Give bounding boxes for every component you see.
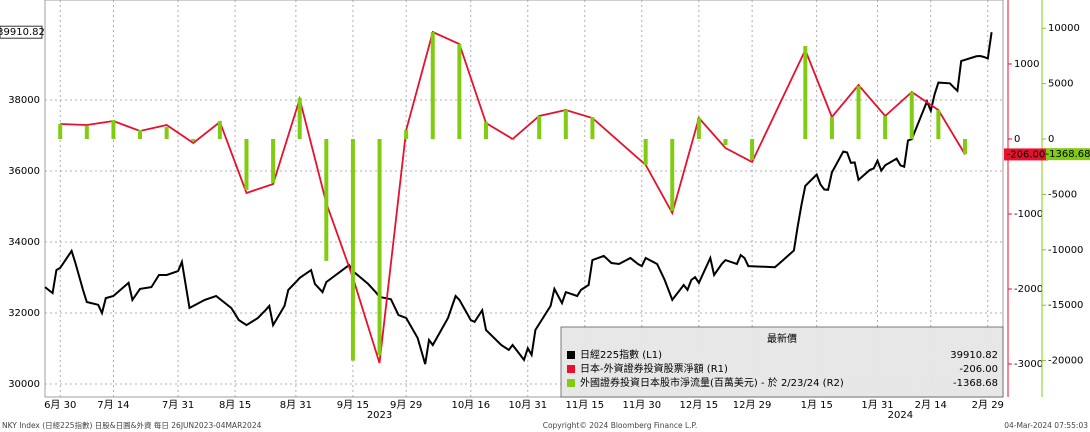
- bar: [217, 121, 222, 139]
- last-value-tag: [1004, 148, 1048, 161]
- x-tick-label: 2月 29: [972, 399, 1004, 411]
- y-tick-label: 32000: [8, 308, 40, 319]
- bar: [457, 44, 462, 139]
- line: [44, 32, 993, 365]
- bar: [510, 138, 515, 141]
- legend-value: -206.00: [959, 364, 998, 375]
- footer-right: 04-Mar-2024 07:55:03: [1004, 421, 1088, 430]
- bar: [138, 130, 143, 139]
- bar: [191, 138, 196, 141]
- x-tick-label: 6月 30: [44, 399, 76, 411]
- bar: [244, 138, 249, 190]
- bar: [909, 92, 914, 139]
- bar: [483, 122, 488, 139]
- bar: [377, 138, 382, 356]
- last-value-label: -206.00: [1007, 149, 1046, 160]
- x-tick-label: 12月 29: [733, 399, 772, 411]
- bar: [324, 138, 329, 261]
- bar: [883, 116, 888, 139]
- x-tick-label: 9月 15: [337, 399, 369, 411]
- legend-label: 外國證券投資日本股市淨流量(百萬美元) - 於 2/23/24 (R2): [580, 376, 844, 389]
- bar: [430, 32, 435, 139]
- legend: [560, 326, 1004, 398]
- last-value-label: -1368.68: [1046, 149, 1090, 160]
- x-tick-label: 10月 16: [451, 399, 490, 411]
- footer-center: Copyright© 2024 Bloomberg Finance L.P.: [543, 421, 698, 430]
- y-tick-label: 38000: [8, 95, 40, 106]
- y3-tick-label: -5000: [1048, 189, 1077, 200]
- bar: [803, 46, 808, 139]
- bar: [111, 120, 116, 139]
- x-tick-label: 2月 14: [915, 399, 947, 411]
- y-tick-label: 30000: [8, 379, 40, 390]
- bar: [297, 98, 302, 139]
- bar: [58, 124, 63, 139]
- bar: [563, 109, 568, 139]
- bar: [404, 130, 409, 139]
- legend-swatch: [567, 365, 575, 373]
- bar: [643, 138, 648, 166]
- bar: [962, 138, 967, 155]
- bar: [350, 138, 355, 361]
- legend-value: 39910.82: [950, 350, 998, 361]
- y2-tick-label: 0: [1014, 134, 1020, 145]
- bar: [696, 117, 701, 139]
- x-tick-label: 10月 31: [508, 399, 547, 411]
- y-tick-label: 34000: [8, 237, 40, 248]
- last-value-tag: [0, 25, 43, 39]
- year-label: 2024: [888, 410, 913, 421]
- legend-swatch: [567, 351, 575, 359]
- last-value-label: 39910.82: [0, 27, 45, 38]
- bar: [829, 117, 834, 139]
- bar: [537, 116, 542, 139]
- bar: [271, 138, 276, 183]
- x-tick-label: 7月 31: [162, 399, 194, 411]
- y3-tick-label: -15000: [1048, 300, 1083, 311]
- bar: [723, 138, 728, 145]
- x-tick-label: 11月 30: [623, 399, 662, 411]
- x-tick-label: 12月 15: [680, 399, 719, 411]
- bar: [670, 138, 675, 212]
- x-tick-label: 1月 31: [861, 399, 893, 411]
- legend-label: 日經225指數 (L1): [580, 348, 662, 361]
- year-label: 2023: [367, 410, 392, 421]
- bar: [856, 86, 861, 139]
- y-tick-label: 36000: [8, 166, 40, 177]
- y2-tick-label: -3000: [1014, 359, 1043, 370]
- last-value-tag: [1046, 148, 1090, 161]
- legend-swatch: [567, 379, 575, 387]
- legend-label: 日本-外資證券投資股票淨額 (R1): [580, 362, 728, 375]
- x-tick-label: 8月 31: [280, 399, 312, 411]
- bar: [936, 109, 941, 139]
- y2-tick-label: 1000: [1014, 59, 1039, 70]
- y2-tick-label: -1000: [1014, 209, 1043, 220]
- x-tick-label: 8月 15: [219, 399, 251, 411]
- bar: [164, 127, 169, 139]
- footer-left: NKY Index (日經225指數) 日股&日圓&外資 每日 26JUN202…: [2, 420, 262, 430]
- bar: [590, 117, 595, 139]
- y3-tick-label: 10000: [1048, 23, 1080, 34]
- x-tick-label: 9月 29: [390, 399, 422, 411]
- y3-tick-label: -20000: [1048, 356, 1083, 367]
- legend-value: -1368.68: [953, 378, 998, 389]
- x-tick-label: 7月 14: [97, 399, 129, 411]
- bar: [750, 138, 755, 161]
- legend-title: 最新價: [767, 332, 797, 345]
- y3-tick-label: -10000: [1048, 245, 1083, 256]
- y3-tick-label: 0: [1048, 134, 1054, 145]
- y3-tick-label: 5000: [1048, 79, 1073, 90]
- y2-tick-label: -2000: [1014, 284, 1043, 295]
- x-tick-label: 1月 15: [801, 399, 833, 411]
- x-tick-label: 11月 15: [566, 399, 605, 411]
- bar: [84, 126, 89, 139]
